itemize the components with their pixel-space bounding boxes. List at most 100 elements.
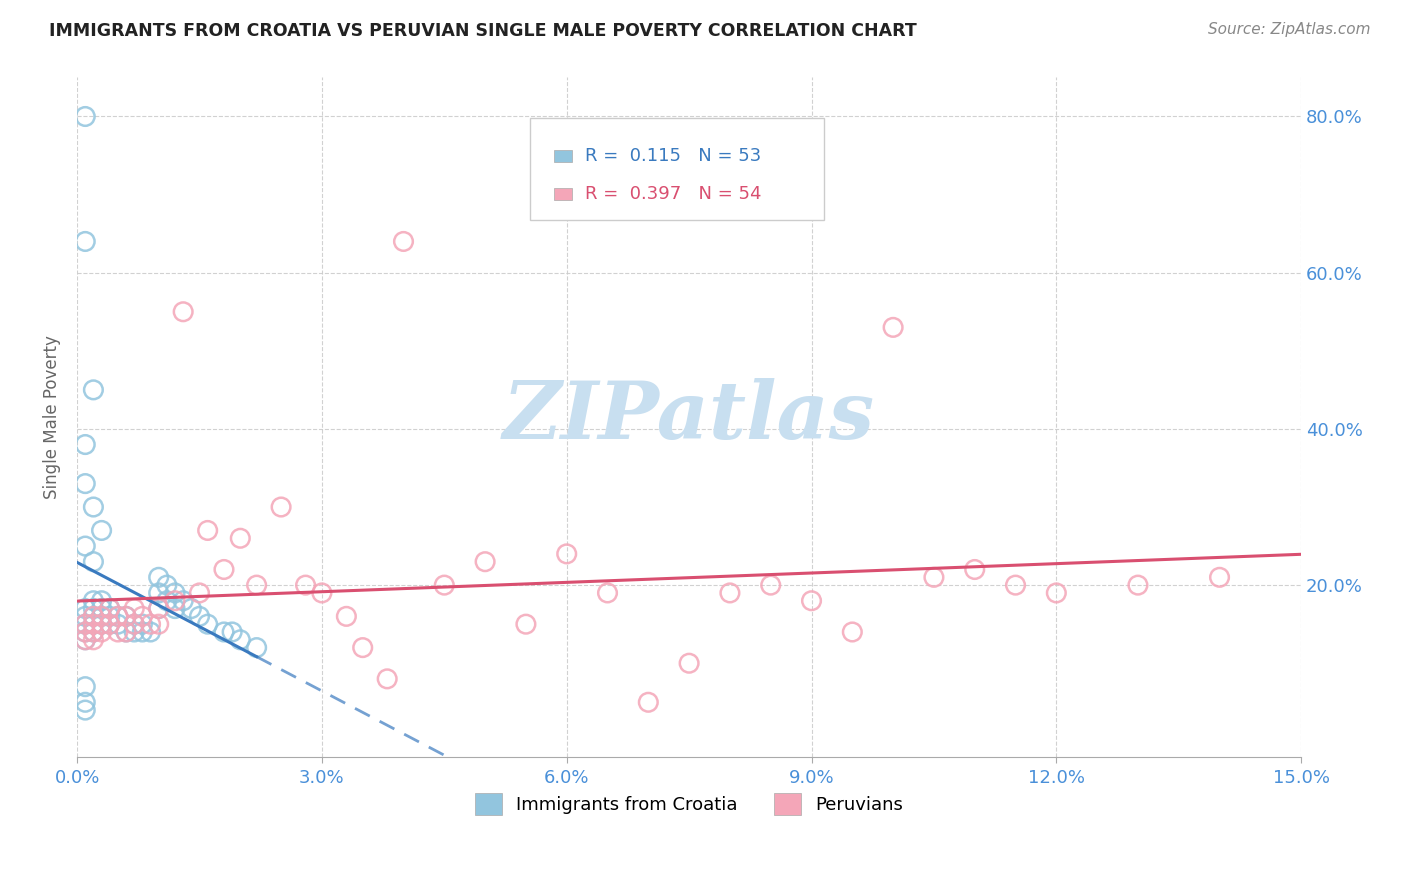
- Point: [82, 625, 104, 640]
- Point: [188, 586, 211, 600]
- Point: [212, 625, 235, 640]
- FancyBboxPatch shape: [530, 119, 824, 220]
- Point: [515, 617, 537, 632]
- Point: [172, 593, 194, 607]
- Point: [180, 601, 202, 615]
- Point: [212, 562, 235, 576]
- Point: [188, 609, 211, 624]
- Point: [963, 562, 986, 576]
- Point: [98, 601, 121, 615]
- Point: [596, 586, 619, 600]
- Point: [163, 586, 186, 600]
- Point: [122, 601, 145, 615]
- Point: [75, 437, 97, 451]
- Text: Source: ZipAtlas.com: Source: ZipAtlas.com: [1208, 22, 1371, 37]
- Point: [75, 476, 97, 491]
- Point: [197, 617, 219, 632]
- Point: [148, 601, 170, 615]
- Text: R =  0.397   N = 54: R = 0.397 N = 54: [585, 185, 762, 202]
- Text: R =  0.115   N = 53: R = 0.115 N = 53: [585, 147, 761, 165]
- Point: [82, 593, 104, 607]
- Point: [718, 586, 741, 600]
- Point: [139, 617, 162, 632]
- Point: [75, 110, 97, 124]
- Point: [107, 609, 129, 624]
- Point: [107, 609, 129, 624]
- Bar: [554, 188, 572, 200]
- Point: [433, 578, 456, 592]
- Point: [82, 383, 104, 397]
- Point: [98, 617, 121, 632]
- Point: [82, 601, 104, 615]
- Point: [75, 695, 97, 709]
- Point: [197, 524, 219, 538]
- Point: [229, 632, 252, 647]
- Point: [375, 672, 398, 686]
- Point: [474, 555, 496, 569]
- Point: [156, 593, 179, 607]
- Text: IMMIGRANTS FROM CROATIA VS PERUVIAN SINGLE MALE POVERTY CORRELATION CHART: IMMIGRANTS FROM CROATIA VS PERUVIAN SING…: [49, 22, 917, 40]
- Point: [82, 617, 104, 632]
- Point: [115, 625, 138, 640]
- Legend: Immigrants from Croatia, Peruvians: Immigrants from Croatia, Peruvians: [468, 786, 911, 822]
- Point: [311, 586, 333, 600]
- Point: [148, 570, 170, 584]
- Point: [172, 305, 194, 319]
- Point: [221, 625, 243, 640]
- Point: [75, 601, 97, 615]
- Point: [392, 235, 415, 249]
- Point: [90, 617, 112, 632]
- Point: [229, 531, 252, 545]
- Point: [82, 609, 104, 624]
- Point: [75, 625, 97, 640]
- Point: [98, 601, 121, 615]
- Bar: [554, 150, 572, 162]
- Point: [800, 593, 823, 607]
- Point: [75, 625, 97, 640]
- Point: [131, 617, 153, 632]
- Point: [156, 578, 179, 592]
- Point: [122, 617, 145, 632]
- Point: [163, 593, 186, 607]
- Point: [270, 500, 292, 514]
- Point: [148, 617, 170, 632]
- Point: [163, 601, 186, 615]
- Point: [335, 609, 357, 624]
- Point: [122, 625, 145, 640]
- Point: [75, 632, 97, 647]
- Point: [98, 609, 121, 624]
- Point: [1208, 570, 1230, 584]
- Point: [82, 500, 104, 514]
- Point: [131, 625, 153, 640]
- Point: [922, 570, 945, 584]
- Point: [90, 625, 112, 640]
- Point: [75, 617, 97, 632]
- Point: [139, 625, 162, 640]
- Point: [75, 617, 97, 632]
- Point: [1045, 586, 1067, 600]
- Point: [82, 617, 104, 632]
- Point: [90, 609, 112, 624]
- Point: [75, 539, 97, 553]
- Point: [148, 601, 170, 615]
- Point: [115, 625, 138, 640]
- Point: [90, 617, 112, 632]
- Point: [637, 695, 659, 709]
- Point: [75, 680, 97, 694]
- Point: [841, 625, 863, 640]
- Point: [90, 609, 112, 624]
- Point: [90, 601, 112, 615]
- Point: [246, 640, 269, 655]
- Point: [759, 578, 782, 592]
- Point: [75, 609, 97, 624]
- Point: [678, 657, 700, 671]
- Point: [107, 617, 129, 632]
- Point: [75, 703, 97, 717]
- Point: [107, 625, 129, 640]
- Point: [115, 609, 138, 624]
- Text: ZIPatlas: ZIPatlas: [503, 378, 875, 456]
- Point: [75, 632, 97, 647]
- Point: [1126, 578, 1149, 592]
- Point: [98, 617, 121, 632]
- Point: [555, 547, 578, 561]
